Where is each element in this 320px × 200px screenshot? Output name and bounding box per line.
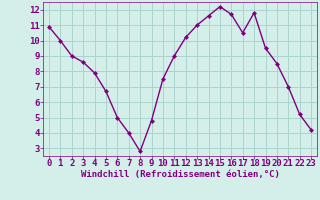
X-axis label: Windchill (Refroidissement éolien,°C): Windchill (Refroidissement éolien,°C) [81,170,279,179]
